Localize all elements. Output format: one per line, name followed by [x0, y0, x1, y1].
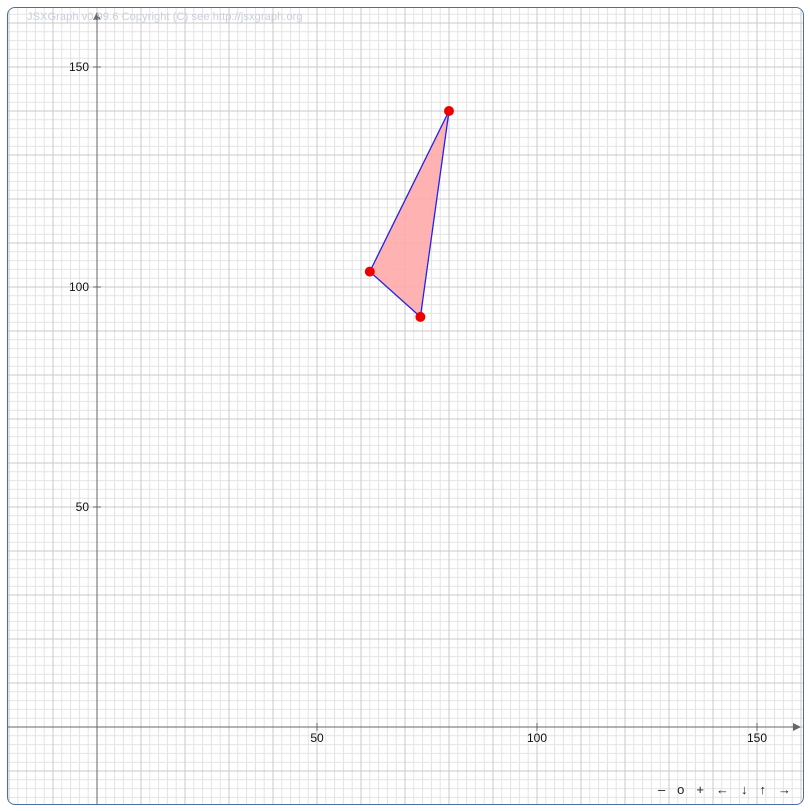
copyright-text: JSXGraph v0.99.6 Copyright (C) see http:…: [27, 11, 303, 23]
tick-labels: 50 100 150 50 100 150: [69, 60, 767, 745]
y-tick-label: 100: [69, 280, 89, 294]
x-tick-label: 50: [310, 731, 324, 745]
pan-up-button[interactable]: ↑: [759, 782, 767, 797]
minor-grid: [8, 8, 803, 804]
navigation-bar: – o + ← ↓ ↑ →: [652, 782, 797, 798]
zoom-out-button[interactable]: –: [657, 782, 666, 797]
triangle-fill[interactable]: [369, 111, 449, 317]
x-tick-label: 100: [527, 731, 547, 745]
vertex-point[interactable]: [444, 106, 454, 116]
y-axis-arrow-icon: [93, 12, 101, 20]
zoom-reset-button[interactable]: o: [677, 782, 685, 797]
vertex-point[interactable]: [364, 266, 375, 277]
triangle[interactable]: [364, 106, 454, 322]
x-axis-arrow-icon: [793, 723, 801, 731]
triangle-edge[interactable]: [369, 271, 421, 318]
y-tick-label: 150: [69, 60, 89, 74]
vertex-point[interactable]: [415, 311, 426, 322]
pan-left-button[interactable]: ←: [716, 782, 729, 797]
triangle-edge[interactable]: [369, 110, 450, 272]
pan-right-button[interactable]: →: [778, 782, 791, 797]
jsxgraph-board[interactable]: 50 100 150 50 100 150 JSXGraph v0.99.6 Copyri…: [7, 7, 804, 805]
coordinate-plane[interactable]: 50 100 150 50 100 150: [8, 8, 804, 805]
axes: [8, 12, 801, 804]
major-grid: [8, 8, 803, 804]
x-tick-label: 150: [747, 731, 767, 745]
pan-down-button[interactable]: ↓: [741, 782, 748, 797]
y-tick-label: 50: [76, 500, 90, 514]
triangle-edge[interactable]: [419, 110, 450, 318]
zoom-in-button[interactable]: +: [696, 782, 704, 797]
